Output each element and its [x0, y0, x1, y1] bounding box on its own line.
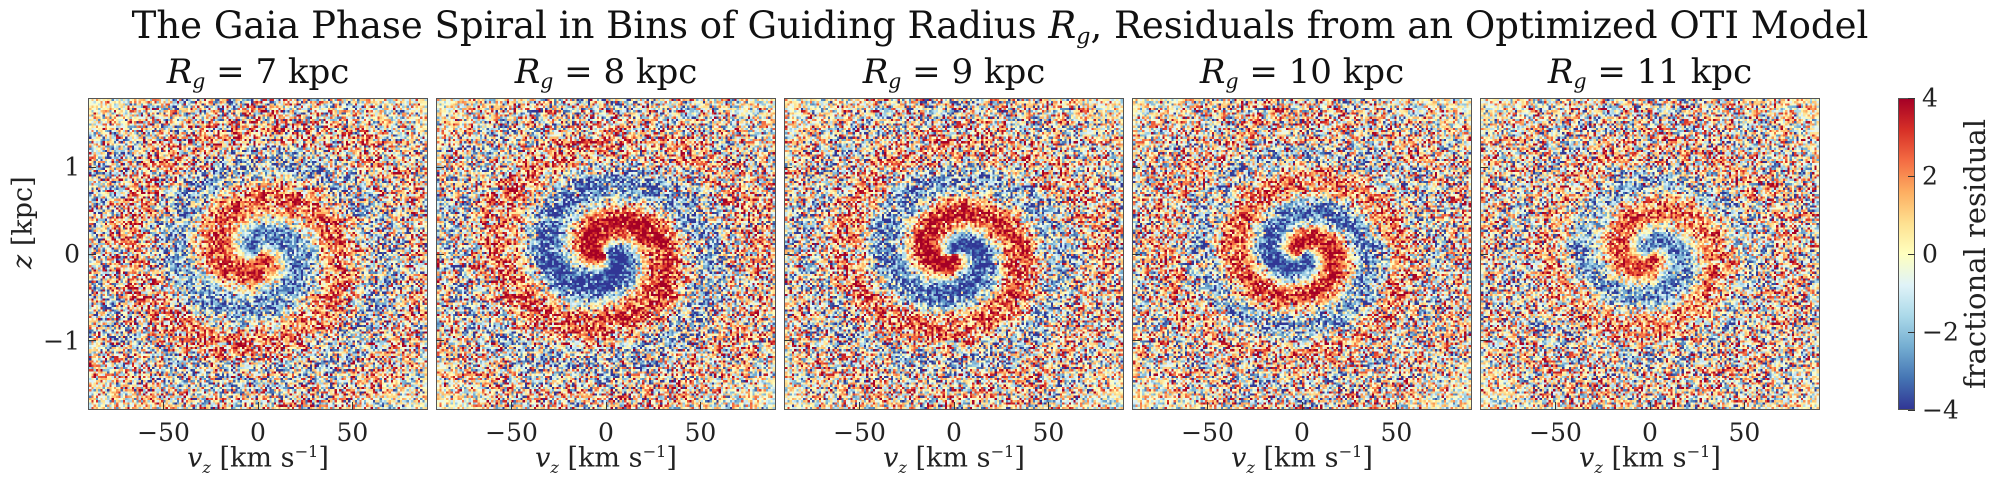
y-tick-label: −1 [43, 326, 80, 356]
x-tick-label: 0 [946, 418, 962, 447]
x-tick-mark [1207, 402, 1209, 410]
x-tick-mark [351, 402, 353, 410]
x-tick-mark [163, 402, 165, 410]
x-tick-mark [257, 402, 259, 410]
x-tick-mark [699, 402, 701, 410]
y-tick-mark [1132, 253, 1140, 255]
colorbar-tick-mark [1908, 253, 1915, 255]
x-tick-label: 0 [598, 418, 614, 447]
y-tick-mark [784, 253, 792, 255]
colorbar-tick-label: −4 [1922, 395, 1959, 425]
x-axis-label: vz [km s−1] [1579, 442, 1721, 478]
y-tick-mark [1480, 340, 1488, 342]
x-axis-label: vz [km s−1] [187, 442, 329, 478]
x-tick-mark [1047, 402, 1049, 410]
colorbar-tick-mark [1908, 331, 1915, 333]
x-tick-mark [1395, 402, 1397, 410]
x-tick-mark [605, 402, 607, 410]
x-tick-mark [859, 402, 861, 410]
x-tick-mark [953, 402, 955, 410]
heatmap-image [437, 99, 775, 409]
y-tick-mark [436, 166, 444, 168]
heatmap-image [89, 99, 427, 409]
colorbar-tick-mark [1908, 97, 1915, 99]
y-tick-label: 0 [64, 239, 80, 269]
x-axis-label: vz [km s−1] [883, 442, 1025, 478]
x-tick-label: 50 [1032, 418, 1065, 447]
x-tick-label: −50 [833, 418, 886, 447]
colorbar-tick-label: 0 [1922, 239, 1938, 269]
panel-title: Rg = 8 kpc [514, 52, 698, 94]
x-tick-label: 50 [684, 418, 717, 447]
x-tick-mark [1649, 402, 1651, 410]
heatmap-panel-rg-10 [1132, 98, 1472, 410]
x-tick-label: 50 [1728, 418, 1761, 447]
colorbar-tick-label: 2 [1922, 161, 1938, 191]
y-tick-mark [88, 340, 96, 342]
x-tick-label: −50 [137, 418, 190, 447]
y-tick-mark [784, 340, 792, 342]
heatmap-image [1481, 99, 1819, 409]
x-axis-label: vz [km s−1] [1231, 442, 1373, 478]
heatmap-panel-rg-8 [436, 98, 776, 410]
heatmap-image [1133, 99, 1471, 409]
y-tick-mark [88, 253, 96, 255]
x-tick-label: 0 [1294, 418, 1310, 447]
y-tick-mark [1480, 166, 1488, 168]
x-tick-label: 0 [250, 418, 266, 447]
figure-title: The Gaia Phase Spiral in Bins of Guiding… [131, 4, 1869, 50]
y-tick-mark [88, 166, 96, 168]
x-tick-mark [1555, 402, 1557, 410]
colorbar-label: fractional residual [1958, 119, 1992, 389]
x-tick-label: −50 [1529, 418, 1582, 447]
y-tick-mark [436, 340, 444, 342]
heatmap-panel-rg-7 [88, 98, 428, 410]
heatmap-panel-rg-11 [1480, 98, 1820, 410]
colorbar-tick-mark [1908, 409, 1915, 411]
heatmap-image [785, 99, 1123, 409]
x-tick-label: 50 [336, 418, 369, 447]
panel-title: Rg = 9 kpc [862, 52, 1046, 94]
panel-title: Rg = 7 kpc [166, 52, 350, 94]
x-tick-mark [1301, 402, 1303, 410]
y-tick-mark [1480, 253, 1488, 255]
y-tick-mark [1132, 166, 1140, 168]
y-tick-label: 1 [64, 152, 80, 182]
panel-title: Rg = 11 kpc [1547, 52, 1753, 94]
y-tick-mark [1132, 340, 1140, 342]
x-tick-label: −50 [1181, 418, 1234, 447]
x-axis-label: vz [km s−1] [535, 442, 677, 478]
y-tick-mark [436, 253, 444, 255]
colorbar-tick-label: 4 [1922, 83, 1938, 113]
y-axis-label: z [kpc] [7, 176, 39, 269]
x-tick-mark [511, 402, 513, 410]
heatmap-panel-rg-9 [784, 98, 1124, 410]
colorbar-tick-mark [1908, 175, 1915, 177]
x-tick-label: 50 [1380, 418, 1413, 447]
x-tick-mark [1743, 402, 1745, 410]
y-tick-mark [784, 166, 792, 168]
panel-title: Rg = 10 kpc [1199, 52, 1405, 94]
x-tick-label: 0 [1642, 418, 1658, 447]
colorbar-tick-label: −2 [1922, 317, 1959, 347]
x-tick-label: −50 [485, 418, 538, 447]
